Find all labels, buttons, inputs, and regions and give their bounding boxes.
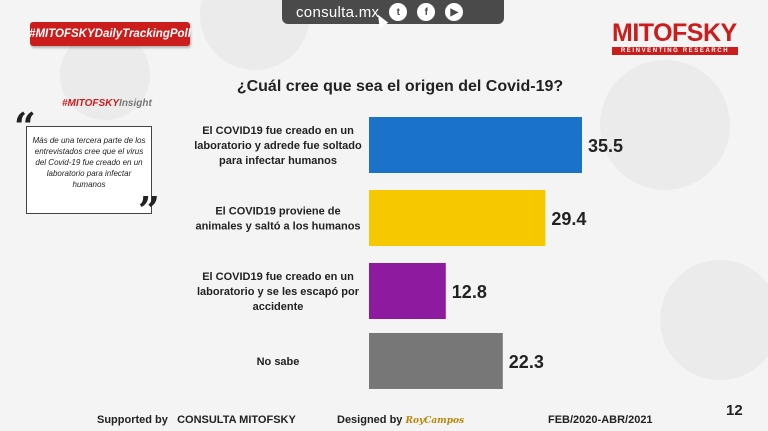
- mitofsky-logo: MITOFSKY REINVENTING RESEARCH: [612, 20, 742, 55]
- category-label: No sabe: [257, 356, 300, 368]
- logo-brand: MITOFSKY: [612, 19, 737, 47]
- bar: [369, 263, 446, 319]
- insight-heading: #MITOFSKYInsight: [62, 98, 152, 109]
- logo-tagline: REINVENTING RESEARCH: [612, 47, 738, 55]
- chart-title: ¿Cuál cree que sea el origen del Covid-1…: [236, 78, 564, 95]
- footer-designed-by: Designed by RoyCampos: [337, 414, 464, 426]
- category-label: El COVID19 proviene de animales y saltó a…: [195, 206, 360, 233]
- date-range: FEB/2020-ABR/2021: [548, 414, 653, 426]
- close-quote-icon: ”: [138, 188, 160, 233]
- value-label: 35.5: [588, 136, 623, 156]
- supporter-name: CONSULTA MITOFSKY: [177, 414, 296, 426]
- twitter-icon[interactable]: t: [389, 3, 408, 21]
- bar: [369, 333, 503, 389]
- insight-box: Más de una tercera parte de los entrevis…: [26, 126, 152, 214]
- footer-supported-by: Supported by CONSULTA MITOFSKY: [97, 414, 296, 426]
- facebook-icon[interactable]: f: [417, 3, 436, 21]
- designer-signature: RoyCampos: [405, 416, 465, 426]
- site-link[interactable]: consulta.mx: [296, 3, 380, 21]
- social-bar: consulta.mx t f ▶: [282, 0, 504, 24]
- value-label: 29.4: [551, 209, 586, 229]
- supported-by-label: Supported by: [97, 414, 168, 426]
- insight-heading-gray: Insight: [119, 98, 152, 109]
- value-label: 12.8: [452, 282, 487, 302]
- category-label: El COVID19 fue creado en un laboratorio y…: [194, 125, 362, 167]
- category-label: El COVID19 fue creado en un laboratorio y…: [197, 271, 360, 313]
- value-label: 22.3: [509, 352, 544, 372]
- background-virus-graphic: [660, 260, 768, 380]
- background-virus-graphic: [600, 60, 730, 190]
- tracking-poll-badge: #MITOFSKYDailyTrackingPoll: [29, 22, 191, 46]
- page-number: 12: [726, 402, 743, 419]
- designed-by-label: Designed by: [337, 414, 403, 426]
- bar: [369, 190, 546, 246]
- youtube-icon[interactable]: ▶: [445, 3, 464, 21]
- insight-heading-red: #MITOFSKY: [62, 98, 120, 109]
- bar: [369, 117, 582, 173]
